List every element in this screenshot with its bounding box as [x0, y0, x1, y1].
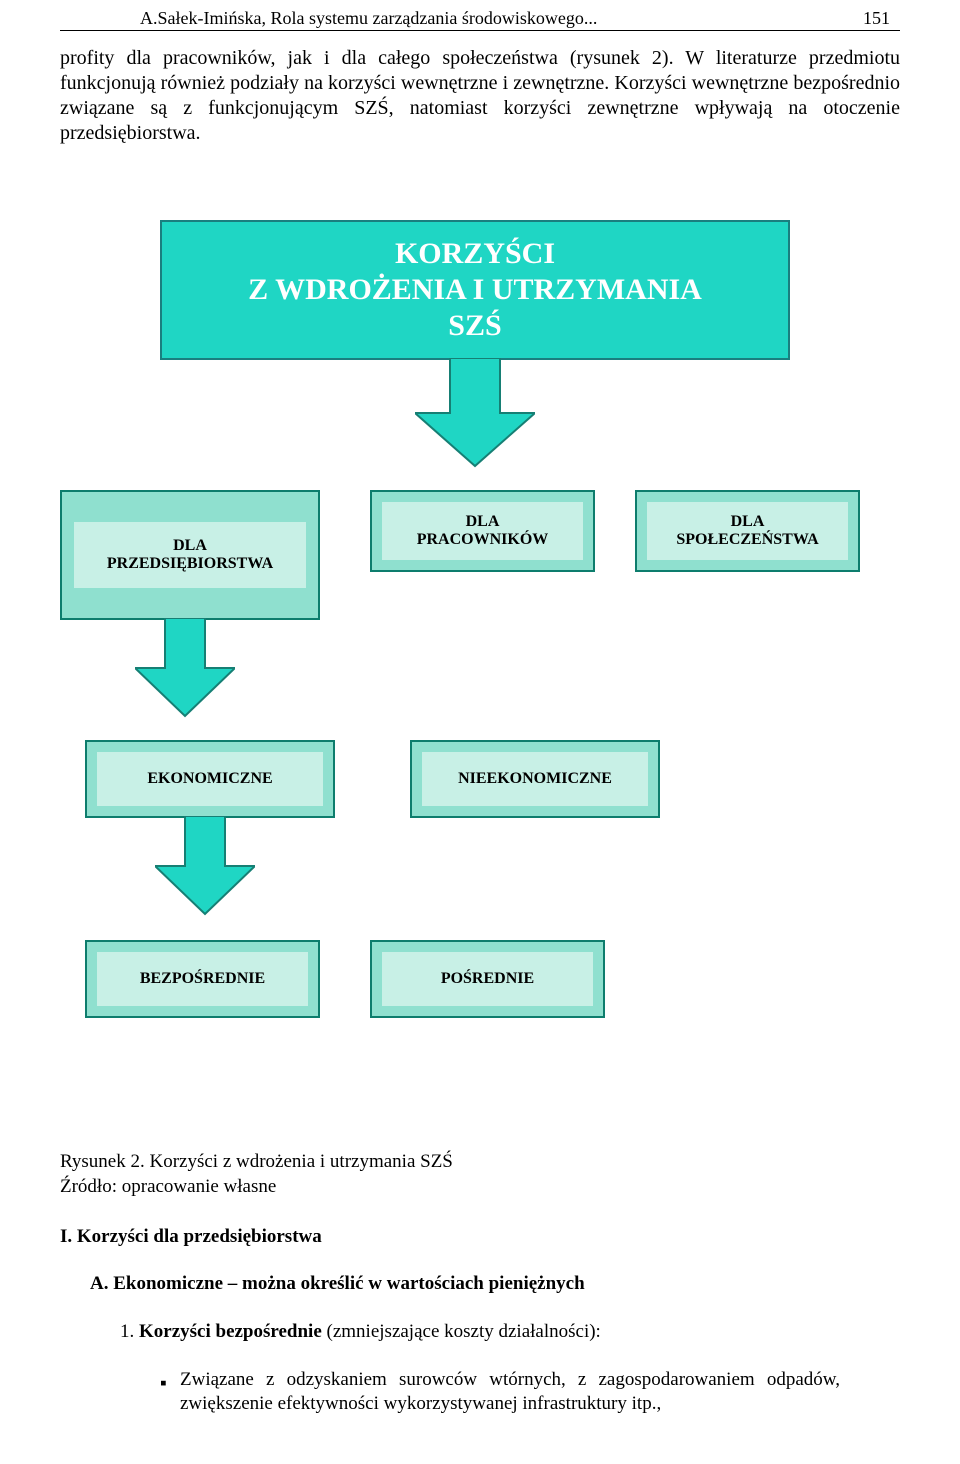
square-bullet-icon: ▪ — [160, 1372, 167, 1396]
box-direct: BEZPOŚREDNIE — [85, 940, 320, 1018]
item-1-rest: (zmniejszające koszty działalności): — [322, 1321, 601, 1342]
box-indirect: POŚREDNIE — [370, 940, 605, 1018]
bullet-1-text: Związane z odzyskaniem surowców wtórnych… — [180, 1369, 840, 1414]
figure-caption: Rysunek 2. Korzyści z wdrożenia i utrzym… — [60, 1150, 900, 1174]
page-number: 151 — [863, 8, 890, 29]
section-a-text: A. Ekonomiczne – można określić w wartoś… — [90, 1273, 585, 1294]
r4b: POŚREDNIE — [441, 970, 534, 988]
box-enterprise: DLA PRZEDSIĘBIORSTWA — [60, 490, 320, 620]
item-1-num: 1. — [120, 1321, 139, 1342]
top-box-text: KORZYŚCI Z WDROŻENIA I UTRZYMANIA SZŚ — [248, 236, 702, 344]
section-i: I. Korzyści dla przedsiębiorstwa — [60, 1225, 900, 1249]
r3b: NIEEKONOMICZNE — [458, 770, 612, 788]
top-box: KORZYŚCI Z WDROŻENIA I UTRZYMANIA SZŚ — [160, 220, 790, 360]
top-line-3: SZŚ — [248, 308, 702, 344]
benefits-flowchart: KORZYŚCI Z WDROŻENIA I UTRZYMANIA SZŚ DL… — [60, 220, 900, 1140]
r4a: BEZPOŚREDNIE — [140, 970, 265, 988]
section-a: A. Ekonomiczne – można określić w wartoś… — [60, 1272, 900, 1296]
bullet-1: ▪ Związane z odzyskaniem surowców wtórny… — [60, 1368, 840, 1416]
r2b-l1: DLA — [417, 513, 549, 531]
box-workers: DLA PRACOWNIKÓW — [370, 490, 595, 572]
item-1-bold: Korzyści bezpośrednie — [139, 1321, 322, 1342]
arrow-enterprise — [135, 618, 235, 718]
arrow-economic — [155, 816, 255, 916]
r2b-l2: PRACOWNIKÓW — [417, 531, 549, 549]
box-workers-text: DLA PRACOWNIKÓW — [417, 513, 549, 550]
figure-source: Źródło: opracowanie własne — [60, 1175, 900, 1199]
item-1: 1. Korzyści bezpośrednie (zmniejszające … — [60, 1320, 900, 1344]
top-line-1: KORZYŚCI — [248, 236, 702, 272]
box-noneconomic: NIEEKONOMICZNE — [410, 740, 660, 818]
intro-paragraph: profity dla pracowników, jak i dla całeg… — [60, 46, 900, 146]
box-society-text: DLA SPOŁECZEŃSTWA — [676, 513, 818, 550]
box-society: DLA SPOŁECZEŃSTWA — [635, 490, 860, 572]
box-enterprise-text: DLA PRZEDSIĘBIORSTWA — [107, 537, 273, 574]
running-head: A.Sałek-Imińska, Rola systemu zarządzani… — [140, 8, 597, 29]
header-rule — [60, 30, 900, 31]
arrow-top — [415, 358, 535, 468]
r2a-l1: DLA — [107, 537, 273, 555]
top-line-2: Z WDROŻENIA I UTRZYMANIA — [248, 272, 702, 308]
r2c-l1: DLA — [676, 513, 818, 531]
r3a: EKONOMICZNE — [147, 770, 272, 788]
box-economic: EKONOMICZNE — [85, 740, 335, 818]
r2c-l2: SPOŁECZEŃSTWA — [676, 531, 818, 549]
r2a-l2: PRZEDSIĘBIORSTWA — [107, 555, 273, 573]
